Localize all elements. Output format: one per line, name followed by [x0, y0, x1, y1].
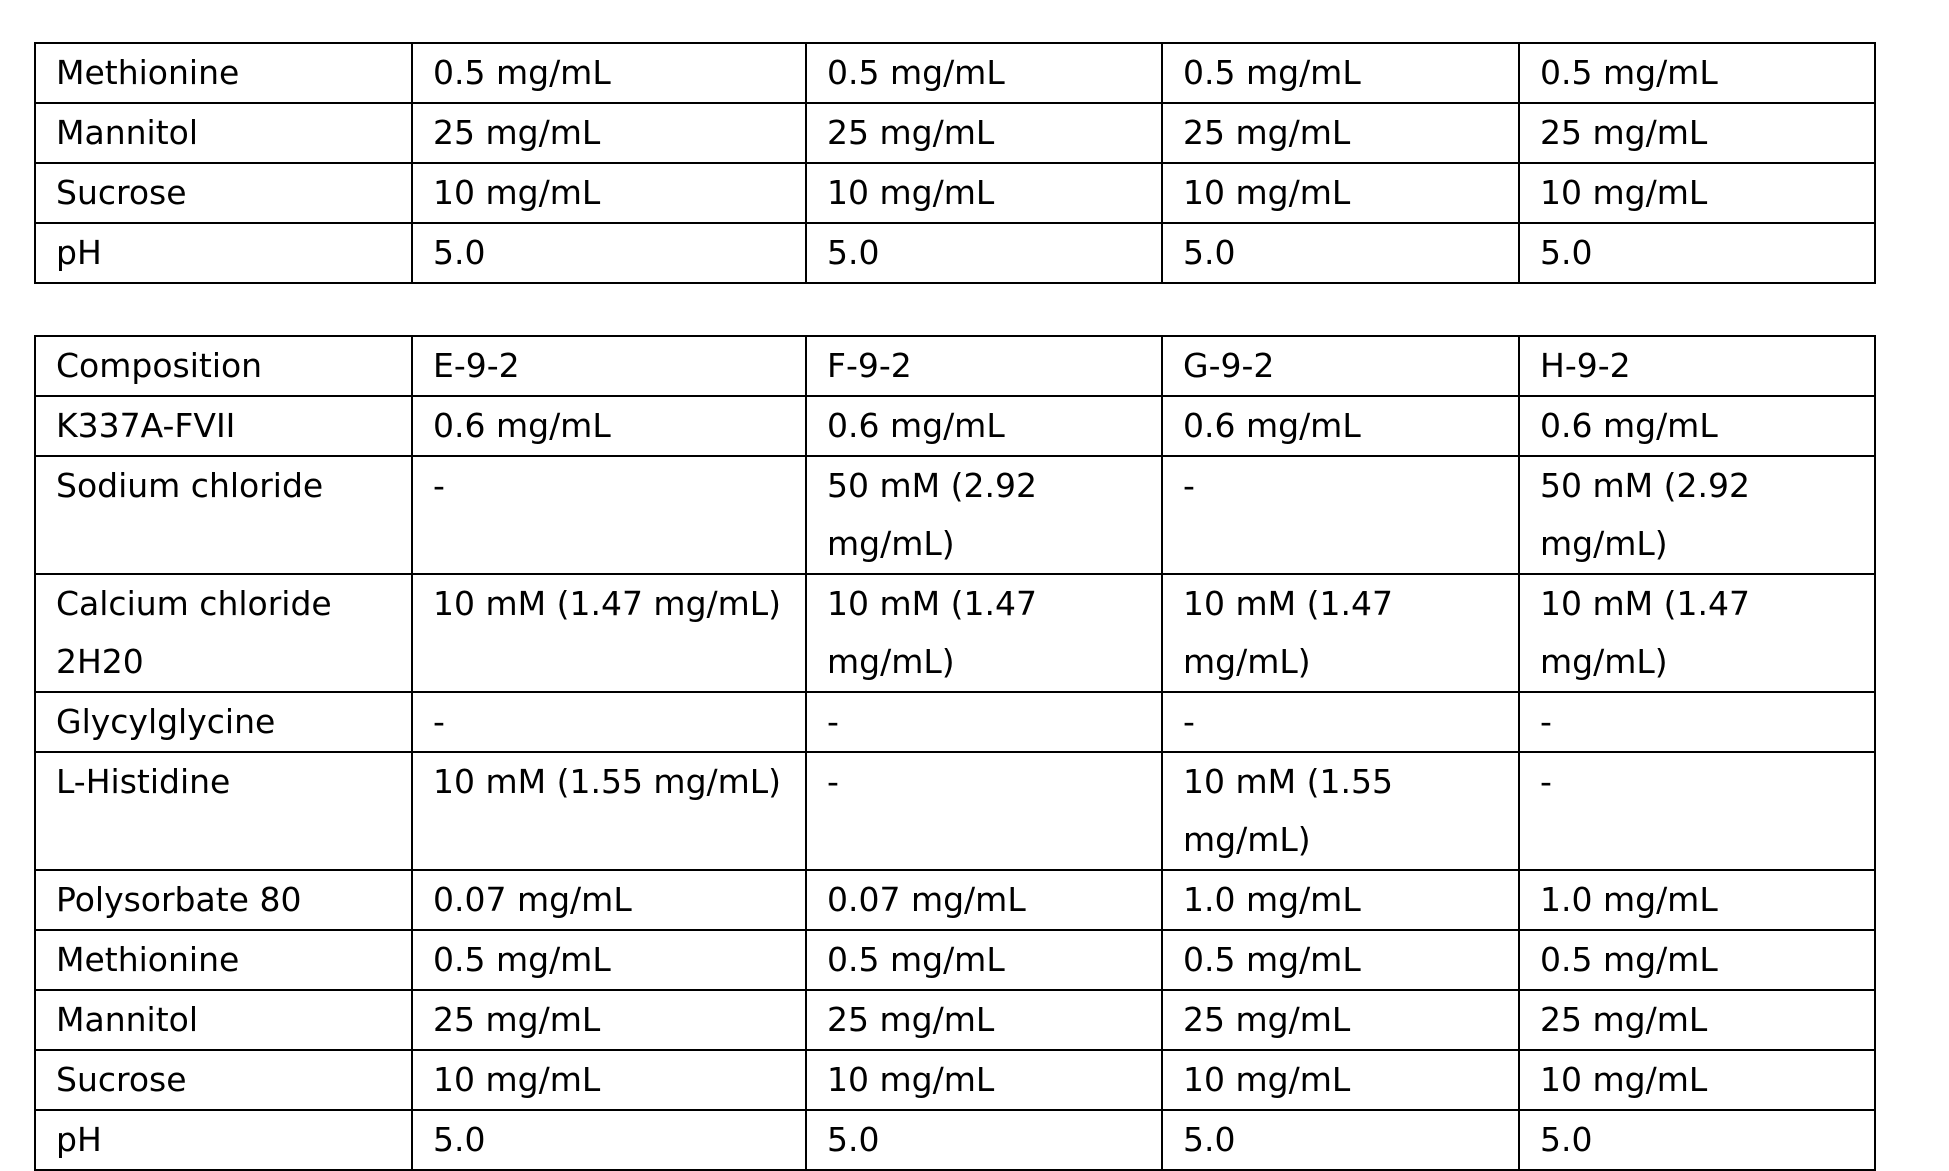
- value-cell: 10 mg/mL: [411, 1049, 807, 1111]
- table-row: Sucrose 10 mg/mL 10 mg/mL 10 mg/mL 10 mg/mL: [34, 162, 1876, 224]
- value-cell: 0.5 mg/mL: [411, 42, 807, 104]
- value-cell: 25 mg/mL: [805, 989, 1163, 1051]
- value-cell: 10 mg/mL: [1161, 1049, 1520, 1111]
- composition-table-continued: Methionine 0.5 mg/mL 0.5 mg/mL 0.5 mg/mL 0.5…: [34, 42, 1876, 284]
- value-cell: 5.0: [1518, 222, 1876, 284]
- composition-table: Composition E-9-2 F-9-2 G-9-2 H-9-2 K337A-FVI…: [34, 335, 1876, 1171]
- row-label-cell: pH: [34, 1109, 413, 1171]
- value-cell: -: [411, 455, 807, 575]
- value-cell: E-9-2: [411, 335, 807, 397]
- table-row: Methionine 0.5 mg/mL 0.5 mg/mL 0.5 mg/mL 0.5…: [34, 929, 1876, 991]
- row-label-cell: Mannitol: [34, 102, 413, 164]
- value-cell: 0.5 mg/mL: [805, 42, 1163, 104]
- value-cell: 5.0: [1518, 1109, 1876, 1171]
- row-label-cell: Methionine: [34, 929, 413, 991]
- value-cell: 1.0 mg/mL: [1161, 869, 1520, 931]
- value-cell: 10 mg/mL: [1518, 162, 1876, 224]
- value-cell: 25 mg/mL: [1518, 102, 1876, 164]
- value-cell: 0.5 mg/mL: [1161, 929, 1520, 991]
- row-label-cell: Composition: [34, 335, 413, 397]
- value-cell: 25 mg/mL: [805, 102, 1163, 164]
- value-cell: 5.0: [1161, 1109, 1520, 1171]
- row-label-cell: Mannitol: [34, 989, 413, 1051]
- value-cell: 0.5 mg/mL: [1518, 42, 1876, 104]
- table-row: Mannitol 25 mg/mL 25 mg/mL 25 mg/mL 25 mg/mL: [34, 102, 1876, 164]
- table-row: L-Histidine 10 mM (1.55 mg/mL) -10 mM (1.5…: [34, 751, 1876, 871]
- value-cell: 5.0: [805, 222, 1163, 284]
- table-row: Methionine 0.5 mg/mL 0.5 mg/mL 0.5 mg/mL 0.5…: [34, 42, 1876, 104]
- value-cell: 10 mg/mL: [805, 1049, 1163, 1111]
- value-cell: 10 mM (1.55 mg/mL): [1161, 751, 1520, 871]
- value-cell: 0.5 mg/mL: [411, 929, 807, 991]
- value-cell: -: [1518, 691, 1876, 753]
- value-cell: 10 mg/mL: [1161, 162, 1520, 224]
- value-cell: 0.5 mg/mL: [805, 929, 1163, 991]
- value-cell: 5.0: [805, 1109, 1163, 1171]
- table-body: Composition E-9-2 F-9-2 G-9-2 H-9-2 K337A-FVI…: [34, 335, 1876, 1171]
- value-cell: -: [1161, 455, 1520, 575]
- row-label-cell: Methionine: [34, 42, 413, 104]
- row-label-cell: L-Histidine: [34, 751, 413, 871]
- value-cell: 0.6 mg/mL: [411, 395, 807, 457]
- table-row: Calcium chloride 2H20 10 mM (1.47 mg/mL) 1…: [34, 573, 1876, 693]
- value-cell: 0.5 mg/mL: [1161, 42, 1520, 104]
- value-cell: -: [411, 691, 807, 753]
- row-label-cell: Glycylglycine: [34, 691, 413, 753]
- value-cell: H-9-2: [1518, 335, 1876, 397]
- value-cell: 0.6 mg/mL: [1161, 395, 1520, 457]
- table-header-row: Composition E-9-2 F-9-2 G-9-2 H-9-2: [34, 335, 1876, 397]
- value-cell: G-9-2: [1161, 335, 1520, 397]
- value-cell: 0.07 mg/mL: [805, 869, 1163, 931]
- value-cell: -: [805, 691, 1163, 753]
- value-cell: -: [805, 751, 1163, 871]
- value-cell: 10 mM (1.55 mg/mL): [411, 751, 807, 871]
- table-row: pH 5.0 5.0 5.0 5.0: [34, 1109, 1876, 1171]
- value-cell: -: [1518, 751, 1876, 871]
- row-label-cell: Sucrose: [34, 1049, 413, 1111]
- value-cell: 5.0: [411, 1109, 807, 1171]
- value-cell: 25 mg/mL: [411, 102, 807, 164]
- value-cell: 25 mg/mL: [411, 989, 807, 1051]
- table-row: K337A-FVII 0.6 mg/mL 0.6 mg/mL 0.6 mg/mL 0.6…: [34, 395, 1876, 457]
- table-row: Mannitol 25 mg/mL 25 mg/mL 25 mg/mL 25 mg/mL: [34, 989, 1876, 1051]
- value-cell: 0.5 mg/mL: [1518, 929, 1876, 991]
- value-cell: 0.6 mg/mL: [1518, 395, 1876, 457]
- value-cell: 5.0: [411, 222, 807, 284]
- row-label-cell: Sodium chloride: [34, 455, 413, 575]
- value-cell: 5.0: [1161, 222, 1520, 284]
- value-cell: 10 mM (1.47 mg/mL): [805, 573, 1163, 693]
- value-cell: 10 mM (1.47 mg/mL): [1161, 573, 1520, 693]
- table-body: Methionine 0.5 mg/mL 0.5 mg/mL 0.5 mg/mL 0.5…: [34, 42, 1876, 284]
- row-label-cell: K337A-FVII: [34, 395, 413, 457]
- value-cell: 25 mg/mL: [1161, 989, 1520, 1051]
- value-cell: 10 mM (1.47 mg/mL): [1518, 573, 1876, 693]
- table-row: Sucrose 10 mg/mL 10 mg/mL 10 mg/mL 10 mg/mL: [34, 1049, 1876, 1111]
- value-cell: F-9-2: [805, 335, 1163, 397]
- table-row: Glycylglycine - - - -: [34, 691, 1876, 753]
- row-label-cell: Calcium chloride 2H20: [34, 573, 413, 693]
- table-row: Sodium chloride -50 mM (2.92 mg/mL) -50 mM…: [34, 455, 1876, 575]
- row-label-cell: pH: [34, 222, 413, 284]
- row-label-cell: Sucrose: [34, 162, 413, 224]
- value-cell: 10 mg/mL: [1518, 1049, 1876, 1111]
- value-cell: 0.6 mg/mL: [805, 395, 1163, 457]
- value-cell: 25 mg/mL: [1518, 989, 1876, 1051]
- value-cell: 1.0 mg/mL: [1518, 869, 1876, 931]
- table-row: Polysorbate 80 0.07 mg/mL 0.07 mg/mL 1.0 mg…: [34, 869, 1876, 931]
- value-cell: 10 mM (1.47 mg/mL): [411, 573, 807, 693]
- value-cell: 25 mg/mL: [1161, 102, 1520, 164]
- value-cell: 50 mM (2.92 mg/mL): [805, 455, 1163, 575]
- value-cell: 0.07 mg/mL: [411, 869, 807, 931]
- value-cell: 10 mg/mL: [411, 162, 807, 224]
- row-label-cell: Polysorbate 80: [34, 869, 413, 931]
- table-row: pH 5.0 5.0 5.0 5.0: [34, 222, 1876, 284]
- value-cell: -: [1161, 691, 1520, 753]
- value-cell: 10 mg/mL: [805, 162, 1163, 224]
- value-cell: 50 mM (2.92 mg/mL): [1518, 455, 1876, 575]
